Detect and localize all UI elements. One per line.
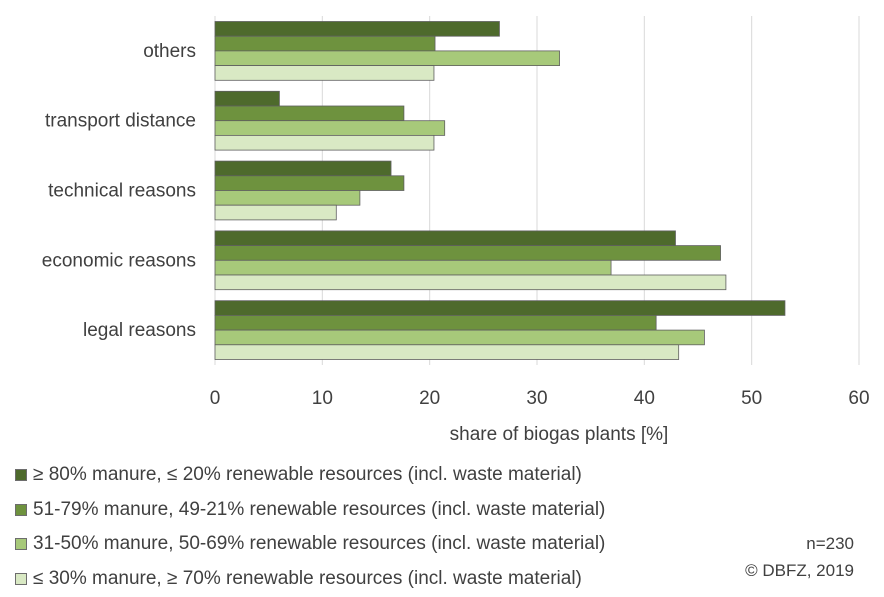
- bar: [214, 175, 405, 191]
- legend-item: ≥ 80% manure, ≤ 20% renewable resources …: [15, 458, 605, 493]
- bar: [214, 245, 721, 261]
- category-label: technical reasons: [48, 181, 196, 202]
- legend-item: 51-79% manure, 49-21% renewable resource…: [15, 493, 605, 528]
- bar: [214, 204, 337, 221]
- legend-item: ≤ 30% manure, ≥ 70% renewable resources …: [15, 562, 605, 597]
- x-tick-label: 60: [848, 388, 869, 409]
- category-label: legal reasons: [83, 320, 196, 341]
- bar: [214, 314, 657, 331]
- bar: [214, 160, 392, 177]
- x-tick-label: 0: [210, 388, 221, 409]
- x-axis-label: share of biogas plants [%]: [450, 424, 669, 445]
- legend-swatch: [15, 538, 27, 551]
- legend-swatch: [15, 469, 27, 482]
- legend-swatch: [15, 503, 27, 516]
- bar: [214, 105, 405, 122]
- legend-label: 51-79% manure, 49-21% renewable resource…: [33, 498, 606, 520]
- legend-item: 31-50% manure, 50-69% renewable resource…: [15, 527, 605, 562]
- x-tick-label: 50: [741, 388, 762, 409]
- bar: [214, 35, 436, 52]
- bar: [214, 300, 786, 316]
- category-label: economic reasons: [42, 250, 196, 271]
- x-tick-label: 30: [526, 388, 547, 409]
- bar: [214, 134, 435, 151]
- legend-label: ≤ 30% manure, ≥ 70% renewable resources …: [33, 567, 582, 589]
- copyright-note: © DBFZ, 2019: [745, 561, 854, 580]
- bar: [214, 120, 446, 136]
- bar: [214, 21, 500, 37]
- bar: [214, 329, 705, 346]
- bar: [214, 344, 680, 360]
- bar: [214, 190, 361, 206]
- category-labels: others transport distance technical reason…: [42, 41, 196, 341]
- x-tick-labels: 0 10 20 30 40 50 60: [210, 388, 870, 409]
- bars: [214, 21, 786, 360]
- bar: [214, 65, 435, 81]
- bar: [214, 274, 727, 291]
- legend-label: ≥ 80% manure, ≤ 20% renewable resources …: [33, 464, 582, 486]
- category-label: others: [143, 41, 196, 62]
- bar: [214, 259, 612, 276]
- x-tick-label: 20: [419, 388, 440, 409]
- bar: [214, 230, 676, 246]
- x-tick-label: 10: [312, 388, 333, 409]
- legend-label: 31-50% manure, 50-69% renewable resource…: [33, 533, 606, 555]
- bar: [214, 50, 560, 67]
- x-tick-label: 40: [634, 388, 655, 409]
- legend: ≥ 80% manure, ≤ 20% renewable resources …: [15, 458, 605, 596]
- category-label: transport distance: [45, 111, 196, 132]
- sample-size-note: n=230: [806, 534, 854, 553]
- bar: [214, 90, 280, 107]
- legend-swatch: [15, 572, 27, 585]
